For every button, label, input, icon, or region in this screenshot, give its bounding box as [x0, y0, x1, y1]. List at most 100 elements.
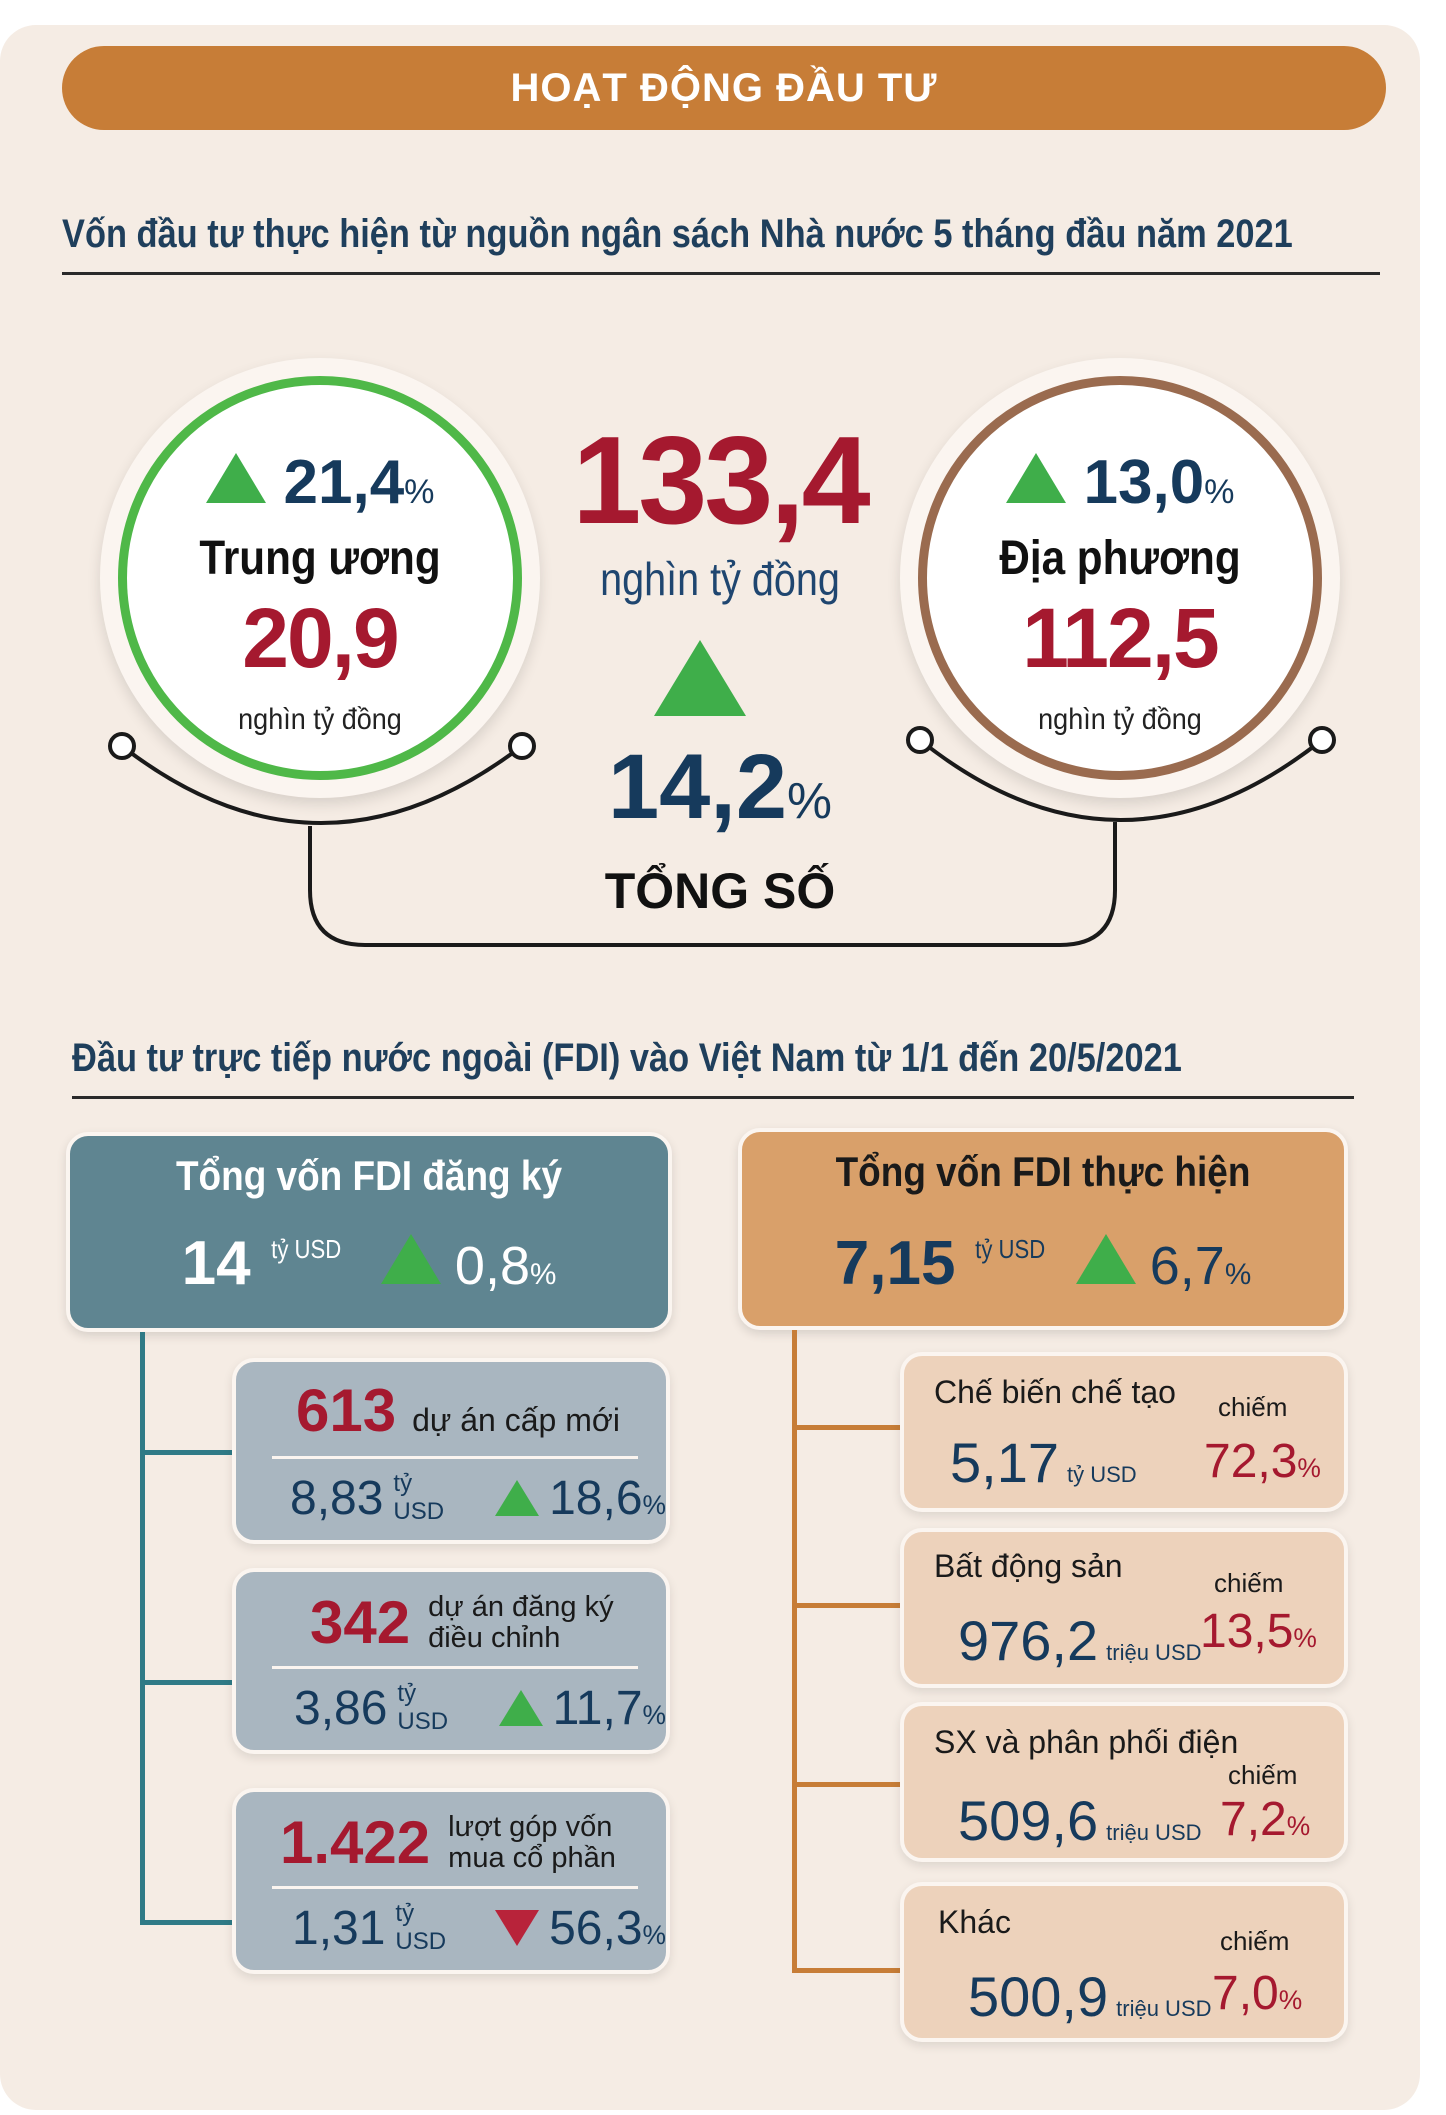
disbursed-item-2-value: 976,2 — [958, 1609, 1099, 1672]
registered-item-3-label: lượt góp vốn mua cổ phần — [448, 1812, 616, 1873]
local-pct-wrap: 13,0% — [1084, 447, 1235, 518]
total-bracket — [308, 822, 1117, 947]
disbursed-item-2-row: 976,2 triệu USD — [958, 1608, 1202, 1673]
registered-item-2-pct-wrap: 11,7% — [553, 1681, 666, 1736]
disbursed-branch-4 — [792, 1968, 902, 1973]
registered-item-1-value: 8,83 — [290, 1471, 384, 1525]
disbursed-item-3-share: 7,2% — [1220, 1792, 1310, 1847]
central-circle: 21,4% Trung ương 20,9 nghìn tỷ đồng — [100, 358, 540, 798]
disbursed-item-2-share-value: 13,5 — [1200, 1605, 1294, 1658]
central-unit: nghìn tỷ đồng — [238, 703, 402, 736]
connector-lines — [108, 726, 1336, 947]
registered-item-2-pct: 11,7 — [552, 1681, 643, 1735]
pct-symbol: % — [1293, 1623, 1317, 1653]
pct-symbol: % — [642, 1699, 666, 1730]
registered-item-1-row: 8,83 tỷ USD 18,6% — [290, 1470, 666, 1526]
pct-symbol: % — [404, 473, 435, 511]
disbursed-item-2-label: Bất động sản — [934, 1548, 1123, 1584]
disbursed-item-3-row: 509,6 triệu USD — [958, 1788, 1202, 1853]
registered-item-3-unit: tỷ USD — [395, 1900, 447, 1955]
disbursed-item-4-share: 7,0% — [1212, 1966, 1302, 2021]
disbursed-item-3: SX và phân phối điện chiếm 509,6 triệu U… — [900, 1702, 1348, 1862]
up-arrow-icon — [380, 1234, 441, 1284]
disbursed-item-2-share: 13,5% — [1200, 1604, 1317, 1659]
disbursed-item-3-label: SX và phân phối điện — [934, 1724, 1239, 1760]
central-label: Trung ương — [199, 532, 441, 585]
disbursed-item-4-unit: triệu USD — [1116, 1996, 1212, 2021]
fdi-registered-unit: tỷ USD — [270, 1234, 341, 1264]
registered-item-2-value: 3,86 — [294, 1681, 388, 1735]
local-growth: 13,0% — [927, 447, 1313, 518]
registered-item-2-row: 3,86 tỷ USD 11,7% — [294, 1680, 666, 1736]
disbursed-item-2: Bất động sản chiếm 976,2 triệu USD 13,5% — [900, 1528, 1348, 1688]
disbursed-item-1-share: 72,3% — [1204, 1434, 1321, 1489]
down-arrow-icon — [495, 1910, 540, 1946]
disbursed-item-4-share-label: chiếm — [1220, 1926, 1290, 1956]
registered-item-2-label: dự án đăng ký điều chỉnh — [428, 1592, 613, 1653]
registered-item-3-label-2: mua cổ phần — [448, 1841, 616, 1874]
local-arc-left-dot — [906, 726, 934, 754]
disbursed-item-1-value: 5,17 — [950, 1431, 1059, 1494]
registered-item-3-pct: 56,3 — [549, 1901, 643, 1955]
local-ring: 13,0% Địa phương 112,5 nghìn tỷ đồng — [918, 376, 1322, 780]
registered-item-1: 613 dự án cấp mới 8,83 tỷ USD 18,6% — [232, 1358, 670, 1544]
registered-item-2-label-1: dự án đăng ký — [428, 1591, 614, 1624]
registered-item-3-head: 1.422 lượt góp vốn mua cổ phần — [280, 1808, 616, 1877]
registered-item-1-head: 613 dự án cấp mới — [296, 1376, 620, 1445]
disbursed-tree-line — [792, 1330, 797, 1973]
fdi-registered-pct-wrap: 0,8% — [455, 1235, 556, 1297]
registered-branch-2 — [140, 1680, 235, 1685]
local-circle: 13,0% Địa phương 112,5 nghìn tỷ đồng — [900, 358, 1340, 798]
fdi-registered-row: 14 tỷ USD 0,8% — [70, 1228, 668, 1299]
disbursed-item-2-share-label: chiếm — [1214, 1568, 1284, 1598]
disbursed-branch-2 — [792, 1603, 902, 1608]
budget-title-rule — [62, 272, 1380, 275]
disbursed-item-4-row: 500,9 triệu USD — [968, 1964, 1212, 2029]
local-label: Địa phương — [999, 532, 1241, 585]
fdi-title-rule — [72, 1096, 1354, 1099]
disbursed-item-4: Khác chiếm 500,9 triệu USD 7,0% — [900, 1882, 1348, 2042]
total-unit: nghìn tỷ đồng — [600, 553, 840, 605]
fdi-disbursed-value: 7,15 — [834, 1229, 956, 1298]
disbursed-item-3-share-value: 7,2 — [1220, 1793, 1287, 1846]
registered-item-1-pct: 18,6 — [549, 1471, 643, 1525]
disbursed-item-1-row: 5,17 tỷ USD — [950, 1430, 1137, 1495]
registered-item-3: 1.422 lượt góp vốn mua cổ phần 1,31 tỷ US… — [232, 1788, 670, 1974]
fdi-disbursed-pct: 6,7 — [1149, 1236, 1225, 1296]
total-growth: 14,2% — [555, 735, 885, 840]
disbursed-item-1-unit: tỷ USD — [1067, 1462, 1137, 1487]
disbursed-item-4-value: 500,9 — [968, 1965, 1109, 2028]
fdi-registered-title: Tổng vốn FDI đăng ký — [175, 1152, 563, 1199]
up-arrow-icon — [495, 1480, 540, 1516]
up-arrow-icon — [1005, 453, 1066, 503]
central-value: 20,9 — [242, 591, 400, 685]
local-value: 112,5 — [1022, 591, 1220, 685]
pct-symbol: % — [642, 1919, 666, 1950]
disbursed-item-3-value: 509,6 — [958, 1789, 1099, 1852]
central-pct: 21,4 — [283, 448, 405, 517]
local-pct: 13,0 — [1083, 448, 1205, 517]
central-arc-left-dot — [108, 732, 136, 760]
up-arrow-icon — [205, 453, 266, 503]
fdi-registered-pct: 0,8 — [454, 1236, 530, 1296]
fdi-disbursed-title: Tổng vốn FDI thực hiện — [835, 1148, 1251, 1195]
fdi-disbursed-row: 7,15 tỷ USD 6,7% — [742, 1228, 1344, 1299]
disbursed-item-2-unit: triệu USD — [1106, 1640, 1202, 1665]
central-ring: 21,4% Trung ương 20,9 nghìn tỷ đồng — [118, 376, 522, 780]
registered-item-2-unit: tỷ USD — [397, 1680, 449, 1735]
total-value: 133,4 — [572, 412, 870, 550]
disbursed-item-1: Chế biến chế tạo chiếm 5,17 tỷ USD 72,3% — [900, 1352, 1348, 1512]
registered-item-1-unit: tỷ USD — [393, 1470, 445, 1525]
registered-item-2-rule — [272, 1666, 638, 1669]
pct-symbol: % — [642, 1489, 666, 1520]
fdi-disbursed-box: Tổng vốn FDI thực hiện 7,15 tỷ USD 6,7% — [738, 1128, 1348, 1330]
registered-item-3-rule — [272, 1886, 638, 1889]
registered-branch-3 — [140, 1920, 235, 1925]
registered-item-3-row: 1,31 tỷ USD 56,3% — [292, 1900, 666, 1956]
pct-symbol: % — [1224, 1258, 1252, 1291]
registered-item-3-count: 1.422 — [280, 1809, 431, 1876]
local-unit: nghìn tỷ đồng — [1038, 703, 1202, 736]
total-label: TỔNG SỐ — [604, 863, 836, 919]
registered-tree-line — [140, 1332, 145, 1924]
